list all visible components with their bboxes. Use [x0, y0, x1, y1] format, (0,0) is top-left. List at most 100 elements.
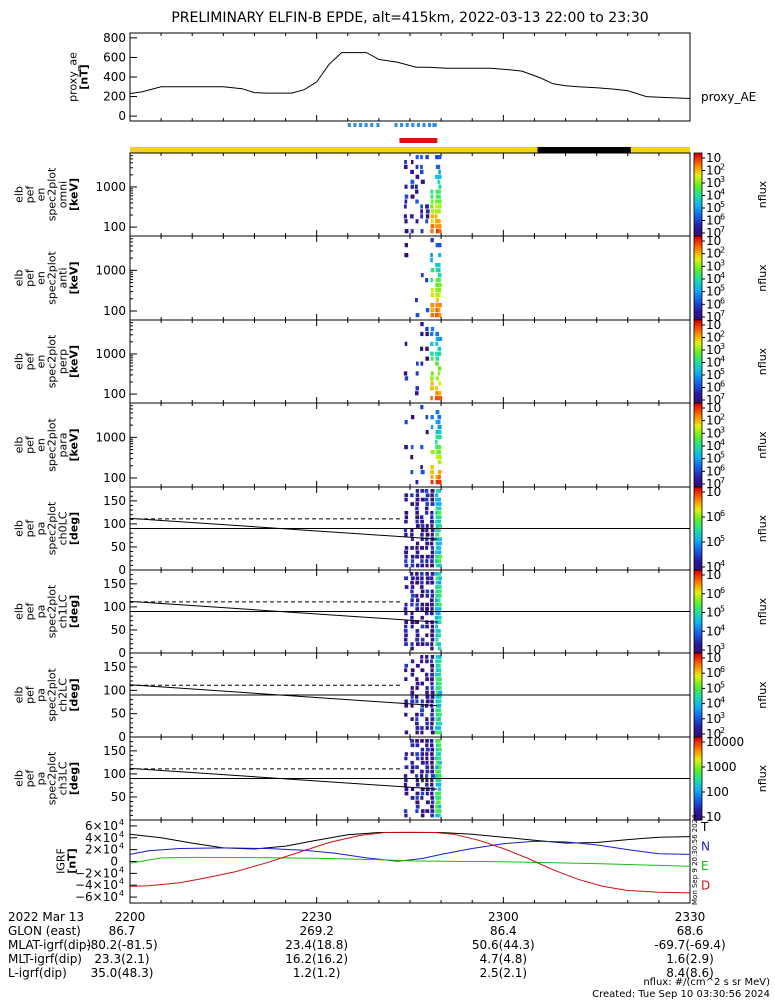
- flux-block: [437, 703, 442, 708]
- flux-block: [435, 760, 440, 765]
- flux-block: [420, 752, 425, 756]
- colorbar-cell: [694, 405, 702, 408]
- colorbar-cell: [694, 202, 702, 206]
- flux-block: [437, 717, 441, 721]
- flux-block: [438, 303, 442, 308]
- colorbar-label: nflux: [756, 514, 769, 542]
- colorbar-cell: [694, 248, 702, 252]
- flux-block: [415, 199, 419, 204]
- flux-block: [437, 546, 442, 550]
- proxy-ae-ylabel-line: proxy_ae: [67, 52, 80, 102]
- colorbar-cell: [694, 676, 702, 679]
- spectrogram-omni-frame: [129, 152, 691, 237]
- flux-block: [410, 796, 415, 800]
- flux-block: [435, 659, 439, 664]
- colorbar-cell: [694, 330, 702, 334]
- colorbar-cell: [694, 766, 702, 769]
- flux-block: [430, 497, 435, 502]
- flux-block: [435, 726, 439, 730]
- flux-block: [435, 455, 439, 460]
- colorbar-cell: [694, 580, 702, 584]
- spec-ch2LC-ylabel-line: pa: [35, 688, 48, 702]
- flux-block: [425, 563, 429, 568]
- ephemeris-value: 68.6: [677, 924, 704, 938]
- flux-block: [438, 502, 442, 506]
- flux-block: [410, 739, 415, 743]
- colorbar-cell: [694, 396, 702, 400]
- flux-block: [410, 659, 415, 664]
- flux-block: [437, 726, 442, 730]
- spec-ytick-label: 0: [118, 646, 126, 660]
- flux-block: [430, 813, 435, 818]
- spec-anti-ylabel-line: spec2plot: [46, 251, 59, 305]
- flux-block: [437, 506, 442, 511]
- flux-block: [434, 209, 438, 214]
- spec-ch3LC-ylabel-line: pa: [35, 772, 48, 786]
- colorbar-cell: [694, 353, 702, 356]
- flux-block: [429, 739, 434, 743]
- flux-block: [420, 668, 425, 673]
- colorbar-tick-label: 10: [706, 727, 721, 741]
- flux-block: [404, 559, 408, 563]
- spectrogram-perp-frame: [129, 319, 691, 404]
- flux-block: [410, 668, 415, 673]
- flux-block: [437, 809, 442, 813]
- colorbar-cell: [694, 240, 702, 243]
- flux-block: [415, 804, 420, 809]
- colorbar-cell: [694, 638, 702, 642]
- flux-block: [435, 743, 440, 748]
- colorbar-cell: [694, 206, 702, 210]
- flux-block: [437, 420, 441, 425]
- flux-block: [437, 572, 442, 576]
- ephemeris-value: -69.7(-69.4): [654, 938, 725, 952]
- colorbar-cell: [694, 803, 702, 807]
- colorbar-cell: [694, 424, 702, 427]
- flux-block: [415, 782, 420, 787]
- flux-block: [420, 546, 425, 550]
- flux-block: [403, 774, 408, 778]
- colorbar-cell: [694, 520, 702, 523]
- flux-block: [425, 809, 430, 813]
- spec-ytick-label: 1000: [95, 430, 126, 444]
- spec-ch3LC-ylabel-line: pef: [24, 769, 37, 788]
- colorbar-cell: [694, 732, 702, 736]
- colorbar-cell: [694, 342, 702, 346]
- flux-block: [438, 396, 443, 401]
- spec-ch2LC-ylabel-line: elb: [13, 687, 26, 704]
- colorbar-cell: [694, 159, 702, 162]
- colorbar-tick-label: 10: [706, 234, 721, 248]
- flux-block: [430, 376, 434, 381]
- flux-block: [410, 690, 415, 695]
- colorbar-tick-exp: 3: [720, 711, 725, 720]
- colorbar-tick-label: 100: [706, 785, 729, 799]
- colorbar-cell: [694, 501, 702, 505]
- flux-block: [438, 253, 442, 258]
- flux-block: [415, 155, 419, 160]
- flux-block: [425, 686, 429, 690]
- colorbar-cell: [694, 407, 702, 410]
- flux-block: [435, 268, 439, 273]
- spectrogram-ch0LC-data: [403, 489, 443, 568]
- proxy-ae-line: [129, 52, 691, 99]
- colorbar-cell: [694, 417, 702, 421]
- spec-ytick-label: 100: [103, 600, 126, 614]
- sunlit-bar: [630, 147, 690, 153]
- colorbar-cell: [694, 442, 702, 446]
- colorbar-tick-label: 10: [706, 176, 721, 190]
- colorbar-cell: [694, 470, 702, 473]
- spec-ch0LC-ylabel-line: pa: [35, 522, 48, 536]
- flux-block: [410, 159, 414, 165]
- colorbar-tick-label: 10: [706, 510, 721, 524]
- flux-block: [415, 791, 420, 796]
- colorbar-cell: [694, 192, 702, 196]
- flux-block: [430, 774, 435, 778]
- colorbar-cell: [694, 493, 702, 496]
- colorbar-cell: [694, 273, 702, 277]
- flux-block: [410, 455, 414, 460]
- flux-block: [437, 672, 441, 677]
- flux-block: [437, 642, 441, 646]
- flux-block: [435, 699, 439, 704]
- colorbar-cell: [694, 623, 702, 627]
- colorbar-cell: [694, 782, 702, 786]
